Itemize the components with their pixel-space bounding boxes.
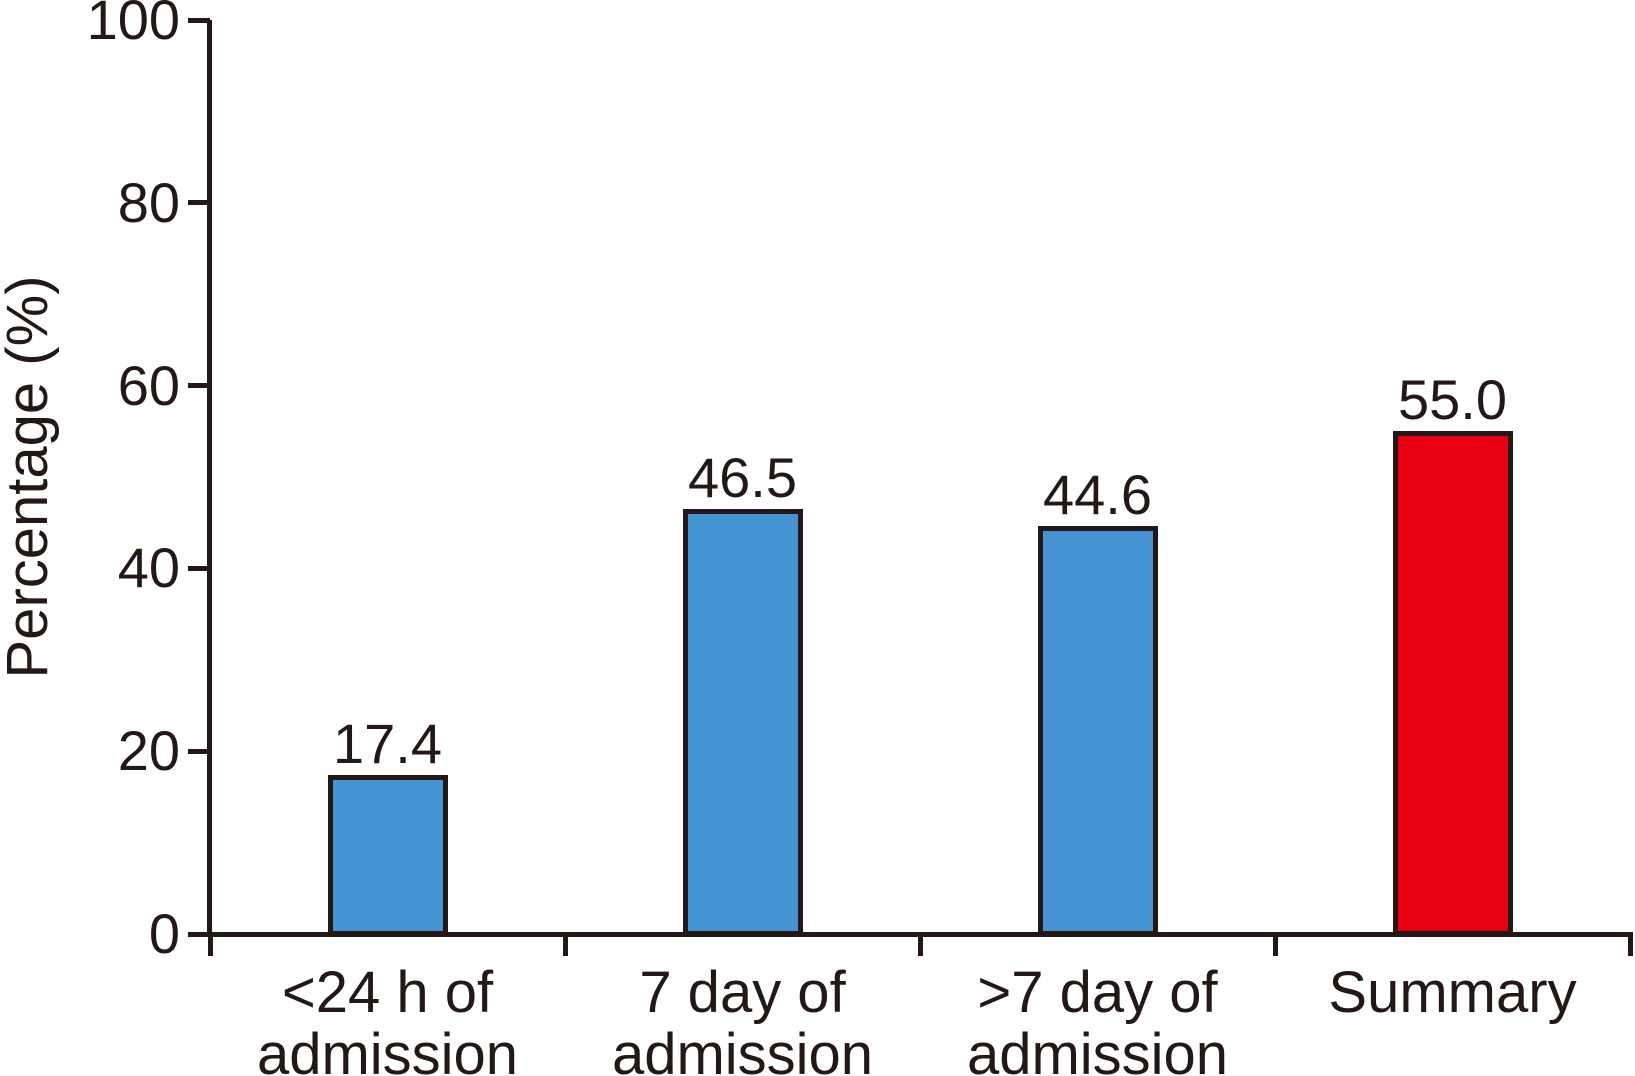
y-tick-label: 100 — [86, 0, 180, 51]
y-axis-line — [207, 20, 212, 937]
x-tick — [1272, 932, 1278, 956]
x-category-label: >7 day of admission — [966, 960, 1229, 1076]
y-tick — [188, 565, 210, 571]
x-category-label: <24 h of admission — [256, 960, 519, 1076]
x-tick — [1627, 932, 1633, 956]
y-axis-title: Percentage (%) — [0, 275, 60, 679]
bar-value-label: 17.4 — [333, 712, 442, 775]
y-tick — [188, 17, 210, 23]
y-tick-label: 0 — [148, 902, 180, 965]
y-tick-label: 40 — [117, 536, 180, 600]
y-tick-label: 60 — [117, 353, 180, 417]
bar-value-label: 55.0 — [1398, 368, 1507, 431]
x-axis-line — [188, 932, 1632, 937]
bar — [1037, 526, 1158, 936]
x-tick — [562, 932, 568, 956]
x-tick — [207, 932, 213, 956]
y-tick — [188, 748, 210, 754]
y-tick — [188, 200, 210, 206]
bar — [1392, 431, 1513, 936]
bar-value-label: 44.6 — [1043, 463, 1152, 526]
bar — [682, 509, 803, 936]
y-tick-label: 80 — [117, 170, 180, 234]
x-category-label: Summary — [1328, 960, 1577, 1025]
y-tick-label: 20 — [117, 719, 180, 783]
y-tick — [188, 383, 210, 389]
bar-value-label: 46.5 — [688, 446, 797, 509]
bar — [327, 775, 448, 936]
y-tick — [188, 931, 210, 937]
x-tick — [917, 932, 923, 956]
x-category-label: 7 day of admission — [611, 960, 874, 1076]
